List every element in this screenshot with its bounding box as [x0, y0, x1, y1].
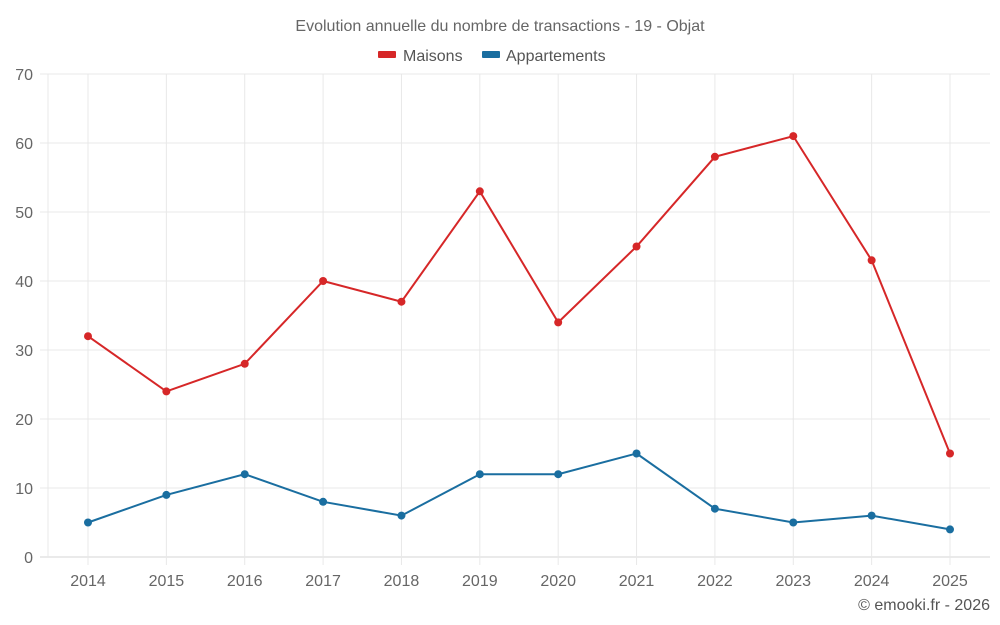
y-tick-label: 60: [15, 136, 33, 153]
legend: Maisons Appartements: [378, 48, 606, 65]
data-point-appartements[interactable]: [319, 497, 328, 506]
data-point-appartements[interactable]: [632, 449, 641, 458]
x-tick-label: 2019: [462, 573, 498, 590]
y-tick-label: 0: [24, 550, 33, 567]
y-tick-label: 50: [15, 205, 33, 222]
x-tick-label: 2014: [70, 573, 106, 590]
y-axis-ticks: 0 10 20 30 40 50 60 70: [15, 67, 33, 567]
series-line-appartements: [87, 452, 951, 531]
data-point-appartements[interactable]: [554, 470, 563, 479]
series-maisons: [84, 132, 954, 458]
data-point-maisons[interactable]: [710, 152, 719, 161]
data-point-maisons[interactable]: [789, 132, 798, 141]
series-appartements: [84, 449, 954, 534]
data-point-maisons[interactable]: [319, 277, 328, 285]
data-point-maisons[interactable]: [475, 187, 484, 196]
legend-swatch-maisons: [378, 51, 396, 58]
credit-text: © emooki.fr - 2026: [858, 597, 990, 614]
y-tick-label: 30: [15, 343, 33, 360]
series: [84, 132, 954, 534]
x-tick-label: 2023: [775, 573, 811, 590]
data-point-maisons[interactable]: [397, 297, 406, 306]
y-tick-label: 10: [15, 481, 33, 498]
data-point-appartements[interactable]: [397, 511, 406, 520]
data-point-maisons[interactable]: [84, 332, 92, 341]
x-tick-label: 2015: [149, 573, 185, 590]
y-tick-label: 20: [15, 412, 33, 429]
grid: [40, 73, 990, 565]
data-point-appartements[interactable]: [867, 511, 876, 520]
data-point-appartements[interactable]: [162, 490, 171, 499]
data-point-appartements[interactable]: [240, 470, 249, 479]
data-point-appartements[interactable]: [710, 504, 719, 513]
series-line-maisons: [87, 134, 951, 454]
legend-item-maisons[interactable]: Maisons: [378, 48, 463, 65]
data-point-maisons[interactable]: [554, 318, 563, 327]
legend-label-appartements: Appartements: [506, 48, 606, 65]
x-tick-label: 2016: [227, 573, 263, 590]
data-point-maisons[interactable]: [867, 256, 876, 265]
x-tick-label: 2021: [619, 573, 655, 590]
data-point-appartements[interactable]: [84, 518, 92, 527]
legend-label-maisons: Maisons: [403, 48, 463, 65]
x-tick-label: 2017: [305, 573, 341, 590]
x-tick-label: 2020: [540, 573, 576, 590]
y-tick-label: 40: [15, 274, 33, 291]
chart-title: Evolution annuelle du nombre de transact…: [295, 18, 705, 35]
data-point-appartements[interactable]: [475, 470, 484, 479]
x-axis-ticks: 2014 2015 2016 2017 2018 2019 2020 2021 2022 2023…: [70, 573, 968, 590]
x-tick-label: 2025: [932, 573, 968, 590]
x-tick-label: 2022: [697, 573, 733, 590]
data-point-maisons[interactable]: [632, 242, 641, 251]
y-tick-label: 70: [15, 67, 33, 84]
x-tick-label: 2024: [854, 573, 890, 590]
x-tick-label: 2018: [384, 573, 420, 590]
data-point-appartements[interactable]: [789, 518, 798, 527]
legend-swatch-appartements: [482, 51, 500, 58]
data-point-maisons[interactable]: [946, 449, 954, 458]
data-point-maisons[interactable]: [162, 387, 171, 396]
data-point-appartements[interactable]: [946, 525, 954, 534]
data-point-maisons[interactable]: [240, 359, 249, 368]
legend-item-appartements[interactable]: Appartements: [482, 48, 606, 65]
